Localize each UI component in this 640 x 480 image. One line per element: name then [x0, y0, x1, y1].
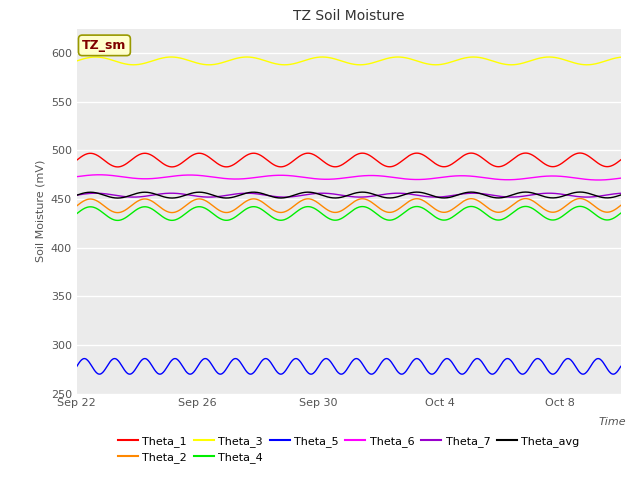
- Theta_7: [420, 193, 428, 199]
- Theta_4: [420, 206, 428, 212]
- Theta_7: [73, 192, 81, 198]
- Theta_2: [617, 203, 625, 208]
- Theta_avg: [114, 195, 122, 201]
- Y-axis label: Soil Moisture (mV): Soil Moisture (mV): [35, 160, 45, 263]
- Line: Theta_2: Theta_2: [77, 199, 621, 213]
- Theta_5: [487, 371, 495, 377]
- Line: Theta_avg: Theta_avg: [77, 192, 621, 198]
- Theta_2: [114, 210, 122, 216]
- Theta_4: [114, 217, 122, 223]
- Text: TZ_sm: TZ_sm: [82, 39, 127, 52]
- Theta_3: [617, 54, 625, 60]
- Theta_2: [106, 207, 114, 213]
- Theta_avg: [390, 195, 397, 201]
- Theta_avg: [617, 192, 625, 198]
- Theta_2: [73, 203, 81, 209]
- Theta_7: [542, 191, 550, 196]
- Theta_1: [390, 163, 397, 169]
- Theta_3: [390, 54, 397, 60]
- Line: Theta_1: Theta_1: [77, 153, 621, 167]
- Theta_7: [107, 192, 115, 197]
- Theta_4: [106, 215, 114, 221]
- Theta_2: [420, 198, 428, 204]
- Theta_avg: [576, 189, 584, 195]
- Theta_5: [404, 365, 412, 371]
- Title: TZ Soil Moisture: TZ Soil Moisture: [293, 10, 404, 24]
- Theta_5: [421, 364, 429, 370]
- Theta_6: [617, 175, 625, 181]
- Theta_7: [92, 191, 100, 196]
- Theta_avg: [420, 190, 428, 196]
- Theta_7: [617, 191, 625, 196]
- Line: Theta_6: Theta_6: [77, 175, 621, 180]
- Theta_avg: [542, 194, 550, 200]
- Theta_5: [543, 366, 550, 372]
- Theta_1: [486, 161, 494, 167]
- Theta_6: [404, 176, 412, 182]
- Theta_6: [95, 172, 103, 178]
- Theta_2: [576, 196, 584, 202]
- Theta_1: [542, 162, 550, 168]
- Theta_1: [114, 164, 122, 170]
- Theta_avg: [106, 194, 114, 200]
- Theta_1: [420, 153, 428, 158]
- Text: Time: Time: [598, 417, 626, 427]
- Theta_6: [542, 173, 550, 179]
- Theta_3: [583, 62, 591, 68]
- Theta_6: [486, 176, 494, 181]
- Theta_7: [583, 194, 591, 200]
- Theta_1: [617, 157, 625, 163]
- Theta_1: [404, 154, 412, 159]
- Theta_7: [486, 192, 494, 198]
- Theta_2: [390, 209, 397, 215]
- Line: Theta_4: Theta_4: [77, 206, 621, 220]
- Theta_2: [542, 207, 550, 213]
- Theta_5: [383, 356, 390, 361]
- Theta_2: [486, 206, 494, 212]
- Theta_5: [73, 363, 81, 369]
- Theta_3: [542, 54, 550, 60]
- Theta_6: [390, 175, 397, 180]
- Theta_3: [486, 57, 494, 63]
- Legend: Theta_1, Theta_2, Theta_3, Theta_4, Theta_5, Theta_6, Theta_7, Theta_avg: Theta_1, Theta_2, Theta_3, Theta_4, Thet…: [118, 436, 580, 463]
- Theta_1: [576, 150, 584, 156]
- Theta_5: [390, 363, 398, 369]
- Theta_3: [92, 54, 100, 60]
- Theta_4: [486, 214, 494, 220]
- Theta_7: [390, 191, 397, 196]
- Theta_6: [73, 174, 81, 180]
- Line: Theta_3: Theta_3: [77, 57, 621, 65]
- Theta_5: [106, 359, 114, 364]
- Theta_2: [404, 199, 412, 205]
- Theta_4: [576, 204, 584, 209]
- Theta_4: [542, 215, 550, 221]
- Theta_3: [107, 57, 115, 62]
- Theta_avg: [404, 191, 412, 196]
- Theta_4: [617, 210, 625, 216]
- Line: Theta_5: Theta_5: [77, 359, 621, 374]
- Theta_avg: [486, 194, 494, 200]
- Line: Theta_7: Theta_7: [77, 193, 621, 197]
- Theta_6: [107, 172, 115, 178]
- Theta_avg: [73, 192, 81, 198]
- Theta_5: [307, 371, 315, 377]
- Theta_6: [420, 177, 428, 182]
- Theta_4: [73, 211, 81, 216]
- Theta_1: [73, 157, 81, 163]
- Theta_3: [404, 55, 412, 61]
- Theta_4: [404, 207, 412, 213]
- Theta_3: [420, 60, 428, 66]
- Theta_7: [404, 191, 412, 197]
- Theta_1: [106, 162, 114, 168]
- Theta_3: [73, 58, 81, 64]
- Theta_4: [390, 216, 397, 222]
- Theta_5: [617, 363, 625, 369]
- Theta_6: [595, 177, 602, 183]
